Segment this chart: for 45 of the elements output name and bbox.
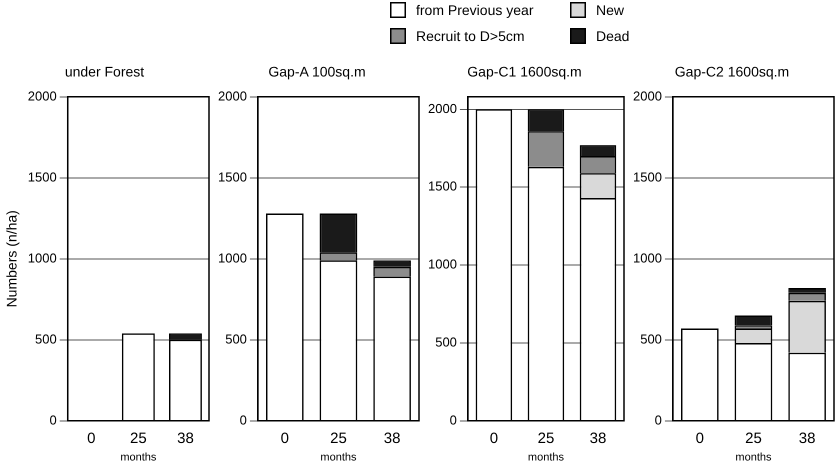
x-axis-title: months bbox=[735, 451, 772, 464]
chart-title: Gap-C2 1600sq.m bbox=[674, 63, 790, 80]
x-tick-label: 0 bbox=[280, 430, 289, 447]
y-tick-label: 0 bbox=[49, 412, 57, 428]
y-tick-label: 500 bbox=[435, 334, 457, 350]
y-tick-label: 1500 bbox=[633, 169, 662, 184]
x-tick-label: 38 bbox=[798, 430, 816, 447]
y-tick-label: 500 bbox=[225, 331, 247, 346]
x-tick-label: 38 bbox=[590, 430, 606, 447]
y-tick-label: 0 bbox=[450, 412, 457, 428]
y-tick-label: 1000 bbox=[218, 250, 247, 266]
y-tick-label: 1500 bbox=[218, 169, 247, 184]
y-tick-label: 500 bbox=[640, 331, 662, 346]
y-tick-label: 1500 bbox=[28, 169, 57, 184]
legend-label: New bbox=[596, 2, 624, 18]
chart-title: under Forest bbox=[64, 63, 144, 80]
chart-title: Gap-A 100sq.m bbox=[268, 63, 366, 80]
legend-label: Dead bbox=[596, 28, 630, 44]
x-tick-label: 25 bbox=[538, 430, 554, 447]
legend-label: from Previous year bbox=[416, 2, 534, 18]
y-tick-label: 1500 bbox=[428, 178, 457, 194]
y-tick-label: 1000 bbox=[633, 250, 662, 266]
y-tick-label: 0 bbox=[654, 412, 662, 428]
chart-title: Gap-C1 1600sq.m bbox=[467, 63, 582, 80]
y-tick-label: 2000 bbox=[428, 100, 457, 116]
legend-label: Recruit to D>5cm bbox=[416, 28, 525, 44]
x-axis-title: months bbox=[320, 451, 357, 464]
x-tick-label: 25 bbox=[130, 430, 147, 447]
y-tick-label: 0 bbox=[240, 412, 247, 428]
x-axis-title: months bbox=[120, 451, 157, 464]
y-tick-label: 1000 bbox=[28, 250, 57, 266]
x-tick-label: 0 bbox=[490, 430, 498, 447]
x-axis-title: months bbox=[528, 451, 564, 464]
x-tick-label: 38 bbox=[177, 430, 194, 447]
x-tick-label: 0 bbox=[87, 430, 96, 447]
y-tick-label: 2000 bbox=[28, 88, 57, 104]
y-tick-label: 2000 bbox=[633, 88, 662, 104]
x-tick-label: 25 bbox=[745, 430, 762, 447]
x-tick-label: 38 bbox=[384, 430, 400, 447]
y-tick-label: 500 bbox=[35, 331, 57, 346]
x-tick-label: 25 bbox=[330, 430, 347, 447]
y-tick-label: 1000 bbox=[428, 256, 457, 272]
y-tick-label: 2000 bbox=[218, 88, 247, 104]
y-axis-title: Numbers (n/ha) bbox=[3, 210, 20, 308]
x-tick-label: 0 bbox=[696, 430, 704, 447]
